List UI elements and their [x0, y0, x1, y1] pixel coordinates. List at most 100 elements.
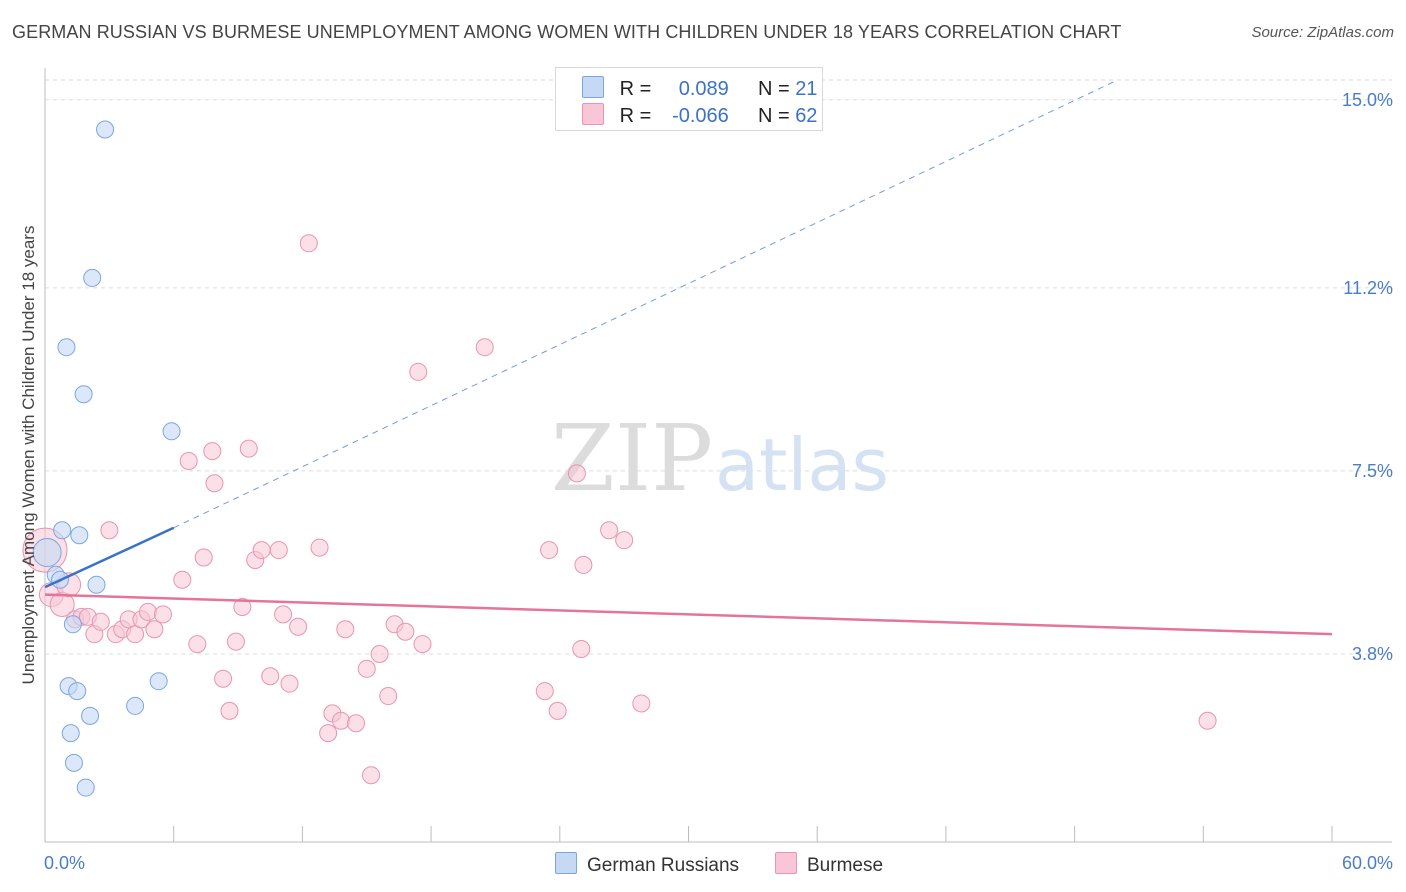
- german-russian-point: [87, 575, 106, 594]
- german-r-value: 0.089: [678, 78, 729, 100]
- german-russian-point: [32, 538, 62, 568]
- burmese-legend-label: Burmese: [807, 855, 884, 876]
- y-axis-label: Unemployment Among Women with Children U…: [19, 226, 38, 685]
- burmese-legend-swatch-icon: [775, 852, 797, 874]
- burmese-point: [347, 714, 366, 733]
- burmese-point: [357, 659, 376, 678]
- burmese-point: [214, 669, 233, 688]
- burmese-point: [409, 362, 428, 381]
- german-russian-point: [149, 672, 168, 691]
- burmese-point: [179, 452, 198, 470]
- source-label: Source: ZipAtlas.com: [1251, 24, 1394, 41]
- y-tick-label: 7.5%: [1352, 461, 1393, 481]
- burmese-n-value: 62: [795, 105, 818, 127]
- chart-title: GERMAN RUSSIAN VS BURMESE UNEMPLOYMENT A…: [12, 22, 1122, 42]
- legend-r-label: R =: [619, 105, 652, 127]
- burmese-r-value: -0.066: [672, 105, 729, 127]
- burmese-point: [91, 612, 110, 631]
- german-legend-label: German Russians: [587, 855, 740, 876]
- burmese-point: [319, 724, 338, 743]
- german-russian-point: [68, 682, 87, 701]
- burmese-point: [203, 442, 222, 461]
- watermark-atlas: atlas: [715, 423, 889, 507]
- german-russian-point: [64, 753, 83, 772]
- burmese-point: [310, 538, 329, 557]
- burmese-point: [194, 548, 213, 567]
- german-russian-point: [83, 268, 102, 287]
- legend-row-burmese: R = -0.066 N = 62: [582, 103, 818, 127]
- axes: [44, 68, 1392, 843]
- german-trend-extension: [173, 79, 1118, 529]
- burmese-point: [332, 711, 351, 730]
- burmese-point: [126, 625, 145, 644]
- german-russian-point: [126, 696, 145, 715]
- burmese-point: [1198, 711, 1217, 730]
- burmese-point: [396, 622, 415, 641]
- burmese-point: [413, 635, 432, 654]
- burmese-point: [370, 644, 389, 663]
- burmese-point: [572, 640, 591, 659]
- burmese-point: [280, 674, 299, 693]
- burmese-point: [540, 541, 559, 560]
- burmese-point: [299, 234, 318, 253]
- legend-r-label: R =: [619, 78, 652, 100]
- burmese-point: [220, 701, 239, 720]
- german-swatch-icon: [582, 76, 604, 98]
- burmese-point: [173, 570, 192, 589]
- burmese-point: [600, 521, 619, 540]
- y-tick-label: 11.2%: [1343, 278, 1393, 298]
- burmese-point: [336, 620, 355, 639]
- burmese-point: [567, 464, 586, 483]
- legend-row-german: R = 0.089 N = 21: [582, 76, 818, 100]
- burmese-point: [289, 617, 308, 636]
- burmese-point: [205, 474, 224, 493]
- y-tick-label: 3.8%: [1352, 644, 1393, 664]
- german-legend-swatch-icon: [555, 852, 577, 874]
- burmese-point: [153, 605, 172, 624]
- burmese-point: [475, 338, 494, 357]
- german-russian-points: [32, 120, 181, 797]
- burmese-point: [362, 766, 381, 785]
- x-tick-label: 60.0%: [1342, 853, 1393, 873]
- burmese-point: [100, 521, 119, 540]
- grid-lines: [45, 79, 1392, 655]
- german-russian-point: [162, 422, 181, 441]
- burmese-point: [233, 597, 252, 616]
- y-tick-label: 15.0%: [1342, 90, 1393, 110]
- burmese-point: [252, 541, 271, 560]
- german-russian-point: [81, 706, 100, 725]
- trend-lines: [44, 79, 1333, 636]
- burmese-point: [615, 531, 634, 550]
- legend-n-label: N =: [757, 78, 790, 100]
- german-russian-point: [61, 724, 80, 743]
- burmese-point: [269, 541, 288, 560]
- burmese-point: [548, 701, 567, 720]
- german-russian-point: [53, 521, 72, 540]
- burmese-point: [379, 687, 398, 706]
- burmese-point: [145, 620, 164, 639]
- burmese-point: [226, 632, 245, 651]
- burmese-point: [138, 602, 157, 621]
- burmese-point: [274, 605, 293, 624]
- burmese-point: [632, 694, 651, 713]
- german-russian-point: [57, 338, 76, 357]
- german-russian-point: [63, 615, 82, 634]
- german-n-value: 21: [795, 78, 818, 100]
- burmese-point: [239, 439, 258, 458]
- burmese-trend-line: [44, 593, 1333, 636]
- burmese-point: [574, 555, 593, 574]
- bottom-legend-burmese: Burmese: [775, 852, 883, 877]
- correlation-legend: R = 0.089 N = 21 R = -0.066 N = 62: [555, 67, 823, 131]
- x-tick-labels: 0.0% 60.0%: [44, 853, 1393, 873]
- bottom-legend-german: German Russians: [555, 852, 739, 877]
- x-tick-label: 0.0%: [44, 853, 85, 873]
- german-trend-line: [44, 526, 175, 589]
- legend-n-label: N =: [757, 105, 790, 127]
- watermark: ZIP atlas: [551, 405, 889, 512]
- burmese-point: [535, 682, 554, 701]
- watermark-zip: ZIP: [551, 405, 713, 512]
- german-russian-point: [96, 120, 115, 139]
- german-russian-point: [76, 778, 95, 797]
- burmese-point: [261, 667, 280, 686]
